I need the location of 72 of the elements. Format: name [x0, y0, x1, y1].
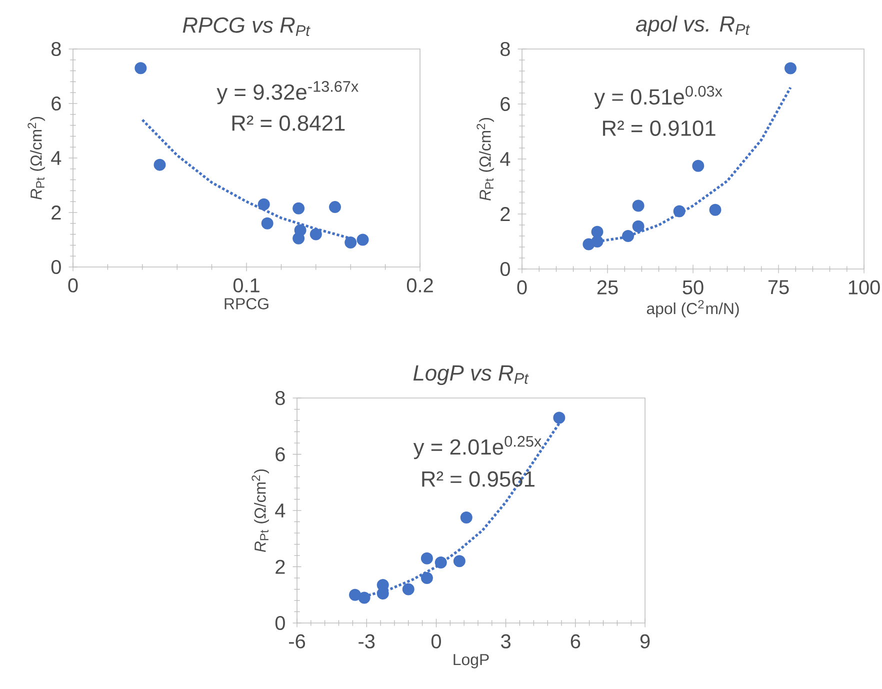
point	[632, 200, 644, 212]
point	[358, 592, 370, 604]
x-tick-label: -6	[289, 634, 306, 648]
point	[622, 230, 634, 242]
y-tick-label: 8	[52, 42, 61, 56]
point	[553, 412, 566, 424]
x-tick-label: 6	[570, 634, 580, 648]
x-tick-label: 75	[768, 280, 789, 294]
y-tick-label: 0	[500, 262, 510, 276]
y-tick-label: 4	[500, 152, 510, 166]
point	[310, 228, 322, 240]
y-tick-label: 8	[500, 42, 510, 56]
x-tick-label: 9	[640, 634, 650, 648]
y-tick-label: 6	[500, 96, 510, 112]
y-tick-label: 4	[275, 504, 286, 518]
x-tick-label: 100	[848, 280, 880, 294]
point	[134, 62, 147, 74]
annotation: R² = 0.9101	[603, 120, 716, 136]
x-tick-label: 0.2	[406, 278, 433, 292]
annotation: y = 9.32e$^{-13.67x}$	[216, 81, 358, 104]
x-tick-label: 25	[597, 280, 618, 294]
y-tick-label: 4	[51, 151, 62, 165]
x-tick-label: 3	[501, 634, 511, 648]
point	[591, 226, 604, 238]
point	[402, 583, 414, 596]
y-tick-label: 2	[52, 206, 61, 220]
x-tick-label: 50	[682, 280, 704, 294]
chart-title: apol vs. R$_{Pt}$	[636, 16, 750, 36]
chart-title: LogP vs R$_{Pt}$	[413, 365, 529, 386]
y-axis-title: R$_{Pt}$ (Ω/cm$^{2}$)	[28, 116, 45, 200]
point	[154, 158, 166, 171]
x-tick-label: 0	[431, 634, 441, 648]
x-axis-title: LogP	[454, 654, 489, 668]
x-axis-title: apol (C$^{2}$m/N)	[646, 300, 739, 318]
point	[673, 205, 686, 218]
x-tick-label: 0.1	[233, 278, 260, 292]
point	[460, 512, 472, 524]
point	[344, 236, 357, 248]
x-axis-title: RPCG	[224, 298, 268, 310]
point	[420, 552, 433, 564]
point	[453, 555, 466, 568]
point	[258, 198, 270, 210]
point	[692, 160, 704, 172]
y-tick-label: 0	[275, 616, 285, 630]
point	[349, 588, 362, 601]
point	[292, 202, 305, 214]
point	[328, 201, 341, 214]
x-tick-label: 0	[517, 280, 527, 294]
y-axis-title: R$_{Pt}$ (Ω/cm$^{2}$)	[476, 118, 494, 201]
point	[709, 204, 722, 216]
x-tick-label: 0	[68, 278, 78, 292]
annotation: y = 2.01e$^{0.25x}$	[413, 436, 542, 460]
y-tick-label: 0	[51, 260, 61, 274]
x-tick-label: -3	[358, 634, 375, 648]
annotation: R² = 0.9561	[422, 471, 534, 487]
annotation: R² = 0.8421	[232, 115, 345, 131]
point	[784, 62, 796, 74]
point	[591, 236, 604, 248]
chart-title: RPCG vs R$_{Pt}$	[182, 17, 310, 36]
point	[261, 217, 274, 230]
point	[294, 224, 306, 236]
y-axis-title: R$_{Pt}$ (Ω/cm$^{2}$)	[252, 469, 269, 552]
y-tick-label: 6	[52, 96, 61, 111]
point	[356, 234, 369, 246]
annotation: y = 0.51e$^{0.03x}$	[594, 86, 722, 109]
point	[632, 220, 644, 232]
y-tick-label: 8	[276, 390, 285, 406]
y-tick-label: 2	[276, 560, 285, 574]
y-tick-label: 6	[276, 447, 285, 462]
point	[420, 572, 433, 584]
y-tick-label: 2	[500, 207, 510, 221]
point	[434, 556, 447, 569]
